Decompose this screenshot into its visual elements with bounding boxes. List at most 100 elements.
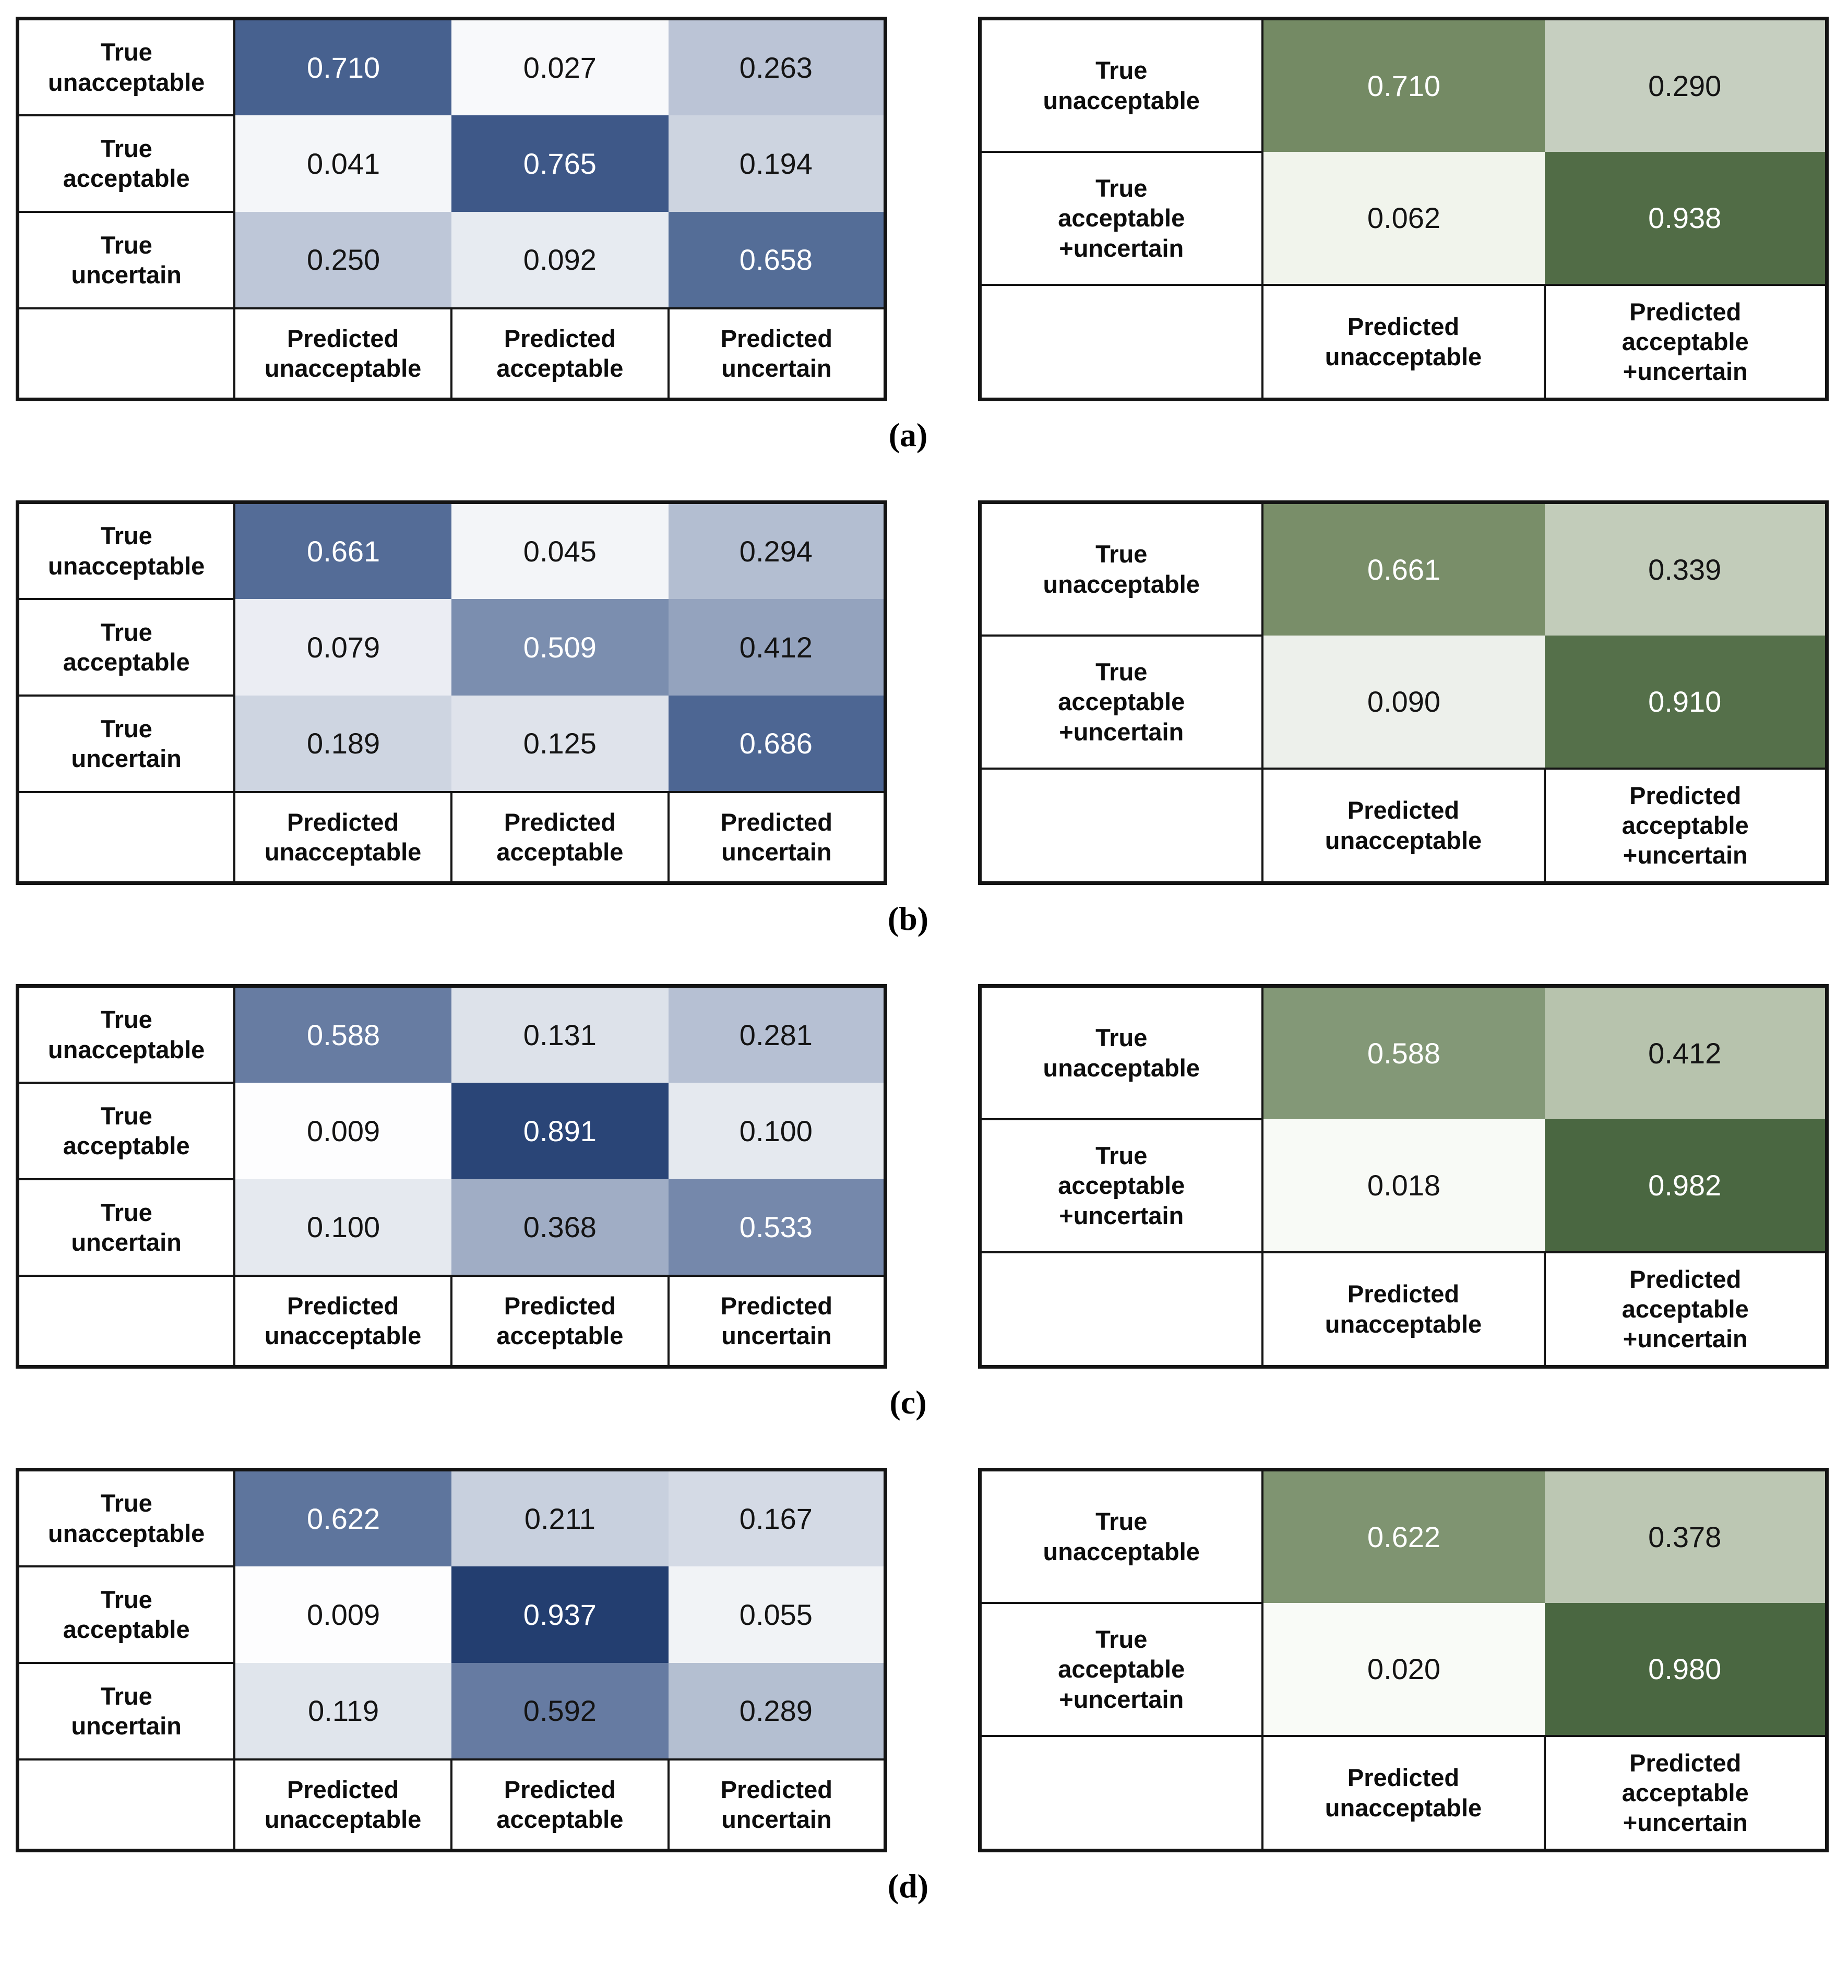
confusion-matrix-2class-c: True unacceptable 0.588 0.412 True acceptable… [978,984,1829,1369]
column-header-line: acceptable [496,838,624,866]
column-header-line: uncertain [721,1805,832,1834]
column-header: Predicted unacceptable [233,791,451,883]
row-label-line: +uncertain [1059,1201,1184,1229]
corner-cell [17,1274,236,1367]
row-label-line: unacceptable [1043,1053,1200,1082]
matrix-cell: 0.131 [451,986,669,1083]
matrix-cell: 0.125 [451,695,669,792]
row-label-line: True [1095,658,1148,686]
matrix-row: True uncertain 0.119 0.592 0.289 [17,1662,886,1761]
matrix-row: True acceptable 0.009 0.937 0.055 [17,1566,886,1664]
matrix-cell: 0.765 [451,115,669,212]
matrix-row: True unacceptable 0.710 0.290 [980,18,1827,153]
confusion-matrix-2class-d: True unacceptable 0.622 0.378 True acceptable… [978,1468,1829,1852]
confusion-matrix-3class-d: True unacceptable 0.622 0.211 0.167 True accep… [16,1468,887,1852]
corner-cell [17,791,236,883]
matrix-cell: 0.062 [1262,151,1545,285]
matrix-cell: 0.378 [1544,1469,1827,1603]
row-label-line: acceptable [63,648,190,676]
row-label-line: acceptable [1058,1171,1185,1200]
row-label-line: unacceptable [1043,570,1200,598]
column-header: Predicted uncertain [667,1758,886,1851]
row-label: True unacceptable [17,18,236,116]
matrix-cell: 0.167 [668,1469,886,1566]
column-header-line: Predicted [1347,1764,1460,1792]
matrix-row: True uncertain 0.189 0.125 0.686 [17,695,886,793]
column-header: Predicted uncertain [667,307,886,400]
matrix-row: True unacceptable 0.622 0.378 [980,1469,1827,1604]
matrix-cell: 0.592 [451,1662,669,1759]
column-header: Predicted unacceptable [1261,767,1545,883]
corner-cell [980,1734,1263,1851]
matrix-cell: 0.027 [451,18,669,115]
matrix-cell: 0.412 [668,598,886,696]
column-header-line: uncertain [721,838,832,866]
column-header-line: Predicted [1629,297,1742,326]
row-label-line: +uncertain [1059,234,1184,262]
column-header-line: acceptable [1622,1779,1749,1807]
matrix-cell: 0.533 [668,1179,886,1276]
row-label-line: True [100,231,152,259]
confusion-matrix-2class-b: True unacceptable 0.661 0.339 True acceptable… [978,500,1829,885]
row-label: True unacceptable [17,502,236,600]
matrix-cell: 0.119 [234,1662,451,1759]
column-header: Predicted unacceptable [1261,283,1545,400]
matrix-cell: 0.710 [1262,18,1545,152]
column-header-line: Predicted [1629,781,1742,809]
matrix-header-row: Predicted unacceptable Predicted acceptable… [980,1734,1827,1851]
row-label: True unacceptable [980,986,1263,1120]
row-label-line: +uncertain [1059,717,1184,746]
column-header-line: Predicted [1347,796,1460,824]
matrix-row: True unacceptable 0.588 0.131 0.281 [17,986,886,1084]
matrix-cell: 0.937 [451,1566,669,1663]
panel-a: True unacceptable 0.710 0.027 0.263 True accep… [16,17,1848,454]
column-header-line: +uncertain [1623,1809,1748,1837]
row-label-line: True [1095,1625,1148,1653]
matrix-cell: 0.661 [1262,502,1545,636]
column-header-line: unacceptable [264,838,422,866]
column-header-line: Predicted [720,808,832,836]
row-label-line: True [1095,1142,1148,1169]
matrix-cell: 0.018 [1262,1119,1545,1252]
matrix-cell: 0.980 [1544,1602,1827,1736]
column-header-line: Predicted [287,1775,399,1803]
column-header: Predicted uncertain [667,791,886,883]
matrix-row: True acceptable +uncertain 0.020 0.980 [980,1602,1827,1737]
matrix-cell: 0.910 [1544,635,1827,769]
column-header: Predicted unacceptable [1261,1734,1545,1851]
row-label: True uncertain [17,1662,236,1761]
matrix-cell: 0.509 [451,598,669,696]
panel-tables-a: True unacceptable 0.710 0.027 0.263 True accep… [16,17,1848,401]
matrix-row: True uncertain 0.250 0.092 0.658 [17,211,886,309]
column-header: Predicted unacceptable [233,1758,451,1851]
matrix-row: True unacceptable 0.661 0.339 [980,502,1827,637]
row-label: True acceptable +uncertain [980,635,1263,770]
matrix-cell: 0.710 [234,18,451,115]
column-header: Predicted acceptable [450,1274,669,1367]
row-label: True unacceptable [980,1469,1263,1604]
column-header-line: unacceptable [264,1805,422,1834]
row-label: True acceptable +uncertain [980,151,1263,286]
matrix-cell: 0.189 [234,695,451,792]
corner-cell [980,767,1263,883]
panel-c: True unacceptable 0.588 0.131 0.281 True accep… [16,984,1848,1422]
column-header: Predicted acceptable +uncertain [1543,767,1827,883]
matrix-header-row: Predicted unacceptable Predicted acceptable… [17,791,886,883]
matrix-header-row: Predicted unacceptable Predicted acceptable… [980,767,1827,883]
column-header-line: unacceptable [264,354,422,382]
caption-c: (c) [889,1384,927,1421]
column-header: Predicted unacceptable [233,307,451,400]
column-header-line: acceptable [496,1322,624,1350]
confusion-matrix-3class-c: True unacceptable 0.588 0.131 0.281 True accep… [16,984,887,1369]
matrix-row: True unacceptable 0.622 0.211 0.167 [17,1469,886,1567]
matrix-cell: 0.009 [234,1566,451,1663]
row-label: True unacceptable [980,18,1263,153]
confusion-matrix-3class-b: True unacceptable 0.661 0.045 0.294 True accep… [16,500,887,885]
panel-tables-b: True unacceptable 0.661 0.045 0.294 True accep… [16,500,1848,885]
matrix-cell: 0.079 [234,598,451,696]
row-label: True acceptable [17,115,236,213]
column-header-line: acceptable [1622,328,1749,356]
column-header-line: +uncertain [1623,841,1748,869]
matrix-cell: 0.211 [451,1469,669,1566]
column-header-line: unacceptable [1325,1310,1482,1338]
